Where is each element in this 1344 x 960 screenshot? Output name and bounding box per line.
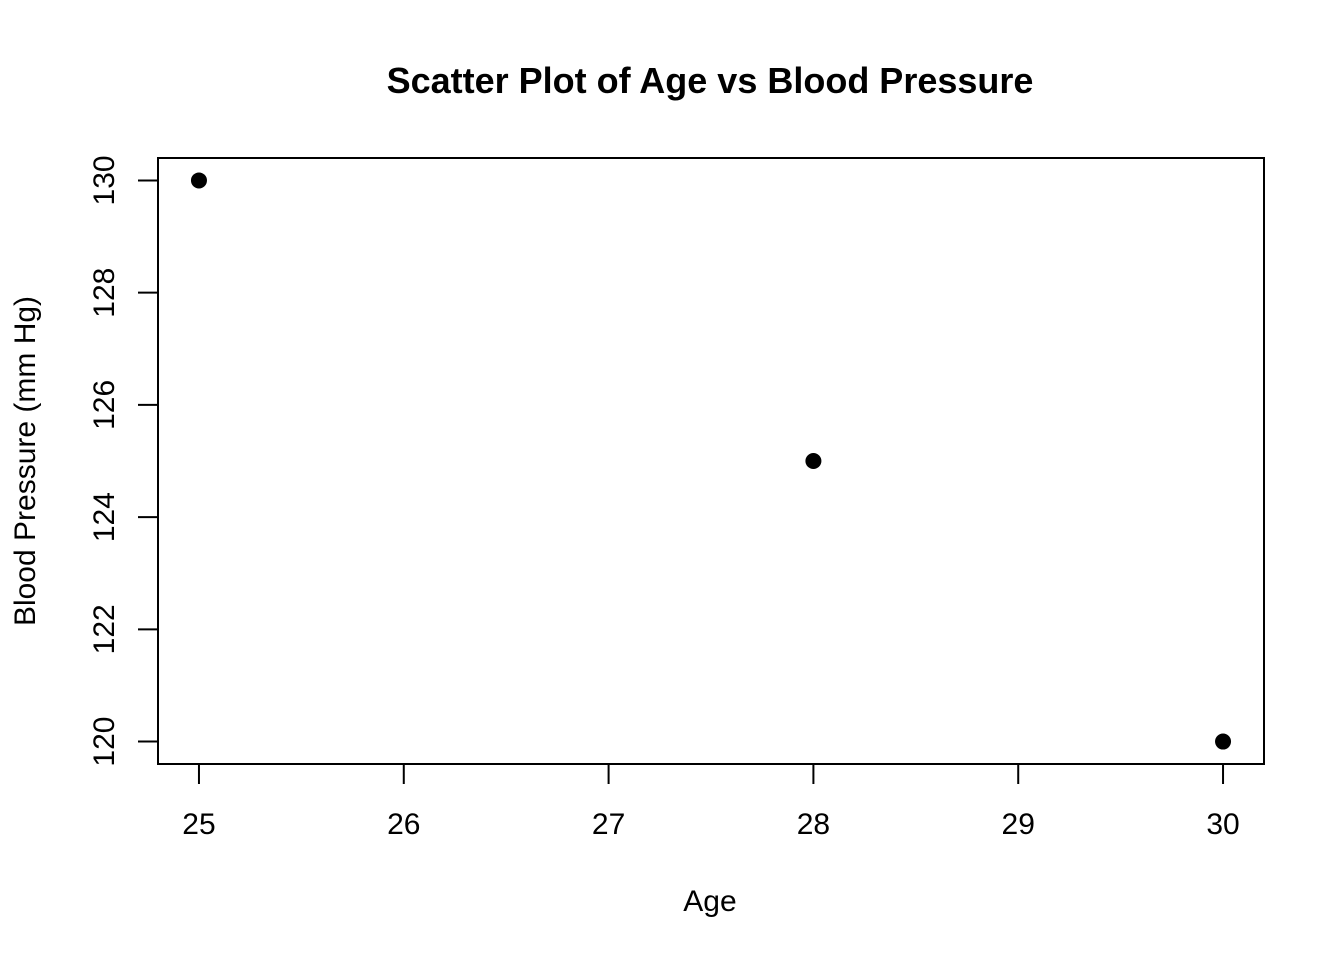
y-axis-label: Blood Pressure (mm Hg) bbox=[9, 296, 42, 626]
x-tick-label: 30 bbox=[1206, 808, 1239, 841]
data-points bbox=[190, 172, 1232, 750]
x-tick-label: 27 bbox=[592, 808, 625, 841]
x-tick-label: 28 bbox=[797, 808, 830, 841]
x-tick-label: 26 bbox=[387, 808, 420, 841]
x-tick-label: 25 bbox=[182, 808, 215, 841]
x-axis-label: Age bbox=[683, 885, 736, 918]
data-point bbox=[805, 453, 822, 469]
y-tick-label: 128 bbox=[88, 268, 121, 318]
plot-frame bbox=[157, 157, 1265, 765]
y-tick-label: 126 bbox=[88, 380, 121, 430]
data-point bbox=[1215, 733, 1232, 750]
y-tick-label: 122 bbox=[88, 604, 121, 654]
y-tick-label: 120 bbox=[88, 717, 121, 767]
y-tick-label: 124 bbox=[88, 492, 121, 542]
chart-title: Scatter Plot of Age vs Blood Pressure bbox=[387, 60, 1034, 101]
y-axis: 120 122 124 126 128 130 bbox=[88, 155, 159, 767]
x-tick-label: 29 bbox=[1002, 808, 1035, 841]
data-point bbox=[190, 172, 207, 189]
y-tick-label: 130 bbox=[88, 155, 121, 205]
x-axis: 25 26 27 28 29 30 bbox=[182, 763, 1240, 841]
